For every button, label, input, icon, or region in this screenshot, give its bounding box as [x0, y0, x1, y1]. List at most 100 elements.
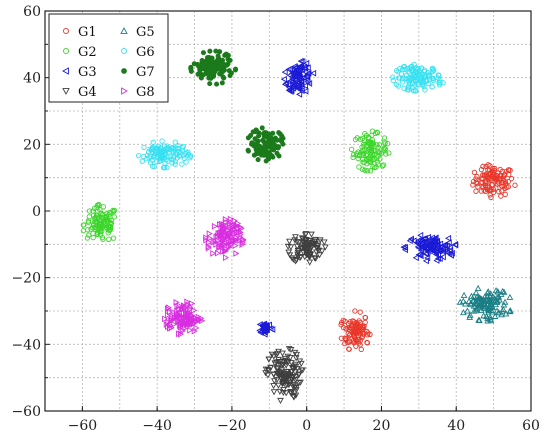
data-point — [291, 258, 299, 265]
data-point — [491, 312, 499, 319]
data-point — [86, 208, 93, 214]
data-point — [257, 329, 264, 336]
data-point — [360, 135, 366, 142]
data-point — [294, 248, 302, 255]
data-point — [448, 249, 455, 257]
data-point — [195, 317, 202, 324]
data-point — [322, 244, 329, 251]
data-point — [486, 313, 494, 320]
data-point — [295, 239, 303, 246]
data-point — [286, 84, 293, 92]
data-point — [233, 66, 239, 72]
data-point — [288, 365, 296, 372]
data-point — [159, 138, 165, 144]
data-point — [379, 163, 386, 169]
data-point — [422, 257, 429, 265]
data-point — [417, 231, 424, 239]
data-point — [351, 340, 357, 346]
data-point — [493, 307, 501, 314]
data-point — [498, 193, 504, 199]
data-point — [256, 133, 262, 139]
data-point — [274, 137, 280, 143]
data-point — [303, 59, 310, 67]
data-point — [364, 328, 370, 335]
data-point — [284, 359, 292, 366]
data-point — [405, 68, 411, 75]
data-point — [172, 161, 178, 167]
data-point — [290, 382, 298, 389]
data-point — [251, 152, 257, 158]
data-point — [306, 240, 314, 247]
data-point — [501, 183, 507, 189]
data-point — [278, 139, 284, 145]
data-point — [429, 75, 435, 81]
data-point — [207, 81, 213, 87]
data-point — [414, 240, 421, 248]
data-point — [185, 149, 191, 155]
data-point — [500, 288, 508, 295]
data-point — [167, 321, 174, 329]
legend-marker-g8 — [121, 87, 128, 95]
data-point — [301, 254, 309, 261]
data-point — [425, 80, 431, 87]
data-point — [293, 239, 301, 246]
data-point — [225, 234, 232, 242]
data-point — [149, 157, 155, 163]
data-point — [206, 234, 213, 242]
data-point — [433, 245, 440, 253]
data-point — [135, 153, 142, 159]
data-point — [415, 65, 421, 72]
data-point — [225, 61, 231, 67]
data-point — [90, 208, 96, 214]
data-point — [233, 250, 240, 257]
data-point — [489, 293, 497, 300]
data-point — [219, 80, 225, 86]
data-point — [411, 88, 417, 94]
data-point — [469, 296, 477, 303]
data-point — [222, 215, 229, 223]
data-point — [282, 390, 290, 397]
data-point — [366, 158, 372, 165]
data-point — [287, 88, 294, 96]
data-point — [222, 254, 230, 262]
data-point — [231, 217, 238, 225]
data-point — [198, 72, 204, 78]
data-point — [399, 76, 406, 82]
data-point — [383, 151, 389, 157]
data-point — [287, 390, 295, 397]
data-point — [189, 300, 196, 307]
data-point — [460, 291, 468, 298]
data-point — [413, 88, 419, 94]
data-point — [430, 237, 437, 245]
data-point — [499, 188, 505, 194]
data-point — [493, 298, 501, 305]
y-tick-label: −60 — [11, 404, 41, 420]
data-point — [306, 259, 314, 266]
data-point — [351, 328, 357, 334]
data-point — [252, 136, 258, 142]
legend-marker-g6 — [120, 48, 127, 55]
data-point — [182, 304, 190, 312]
data-point — [413, 239, 420, 246]
data-point — [90, 221, 97, 227]
legend-label-g6: G6 — [136, 45, 155, 60]
legend-label-g1: G1 — [78, 25, 97, 40]
data-point — [282, 382, 290, 390]
data-point — [225, 52, 231, 58]
data-point — [469, 297, 477, 304]
data-point — [260, 148, 266, 154]
data-point — [173, 298, 180, 306]
data-point — [304, 64, 311, 72]
data-point — [380, 162, 387, 168]
data-point — [426, 72, 433, 79]
data-point — [472, 307, 480, 314]
data-point — [287, 346, 295, 354]
data-point — [164, 143, 170, 149]
data-point — [475, 316, 483, 323]
data-point — [217, 232, 224, 240]
data-point — [172, 139, 178, 145]
data-point — [401, 85, 407, 91]
data-point — [80, 228, 87, 234]
data-point — [272, 361, 279, 368]
data-point — [228, 237, 235, 244]
